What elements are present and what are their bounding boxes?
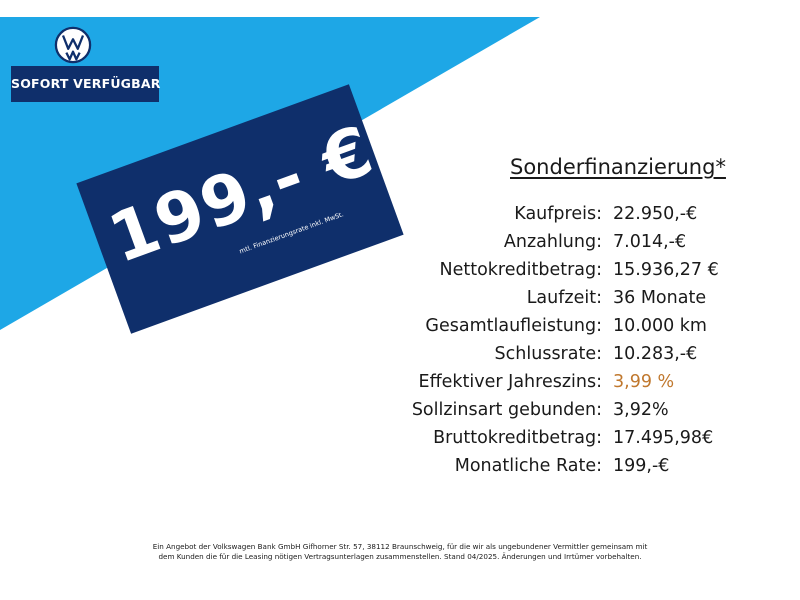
finance-row-monatliche-rate: Monatliche Rate: 199,-€ [380,452,780,480]
finance-row-anzahlung: Anzahlung: 7.014,-€ [380,228,780,256]
footer-line-2: dem Kunden die für die Leasing nötigen V… [158,552,642,561]
availability-badge: SOFORT VERFÜGBAR [11,66,160,102]
legal-footer: Ein Angebot der Volkswagen Bank GmbH Gif… [0,542,800,562]
row-value: 15.936,27 € [613,260,719,280]
row-value: 10.000 km [613,316,707,336]
footer-line-1: Ein Angebot der Volkswagen Bank GmbH Gif… [152,542,648,551]
row-label: Sollzinsart gebunden: [411,400,602,420]
row-value: 36 Monate [613,288,707,308]
row-value: 3,92% [613,400,669,420]
row-label: Kaufpreis: [514,204,602,224]
vw-logo-icon [54,26,92,64]
row-label: Anzahlung: [503,232,602,252]
row-label: Gesamtlaufleistung: [425,316,602,336]
finance-row-sollzinsart: Sollzinsart gebunden: 3,92% [380,396,780,424]
row-label: Monatliche Rate: [454,456,602,476]
row-label: Nettokreditbetrag: [439,260,603,280]
finance-row-nettokreditbetrag: Nettokreditbetrag: 15.936,27 € [380,256,780,284]
row-label: Effektiver Jahreszins: [418,372,602,392]
row-value: 3,99 % [613,372,675,392]
row-value: 7.014,-€ [613,232,687,252]
row-label: Bruttokreditbetrag: [433,428,602,448]
finance-row-gesamtlaufleistung: Gesamtlaufleistung: 10.000 km [380,312,780,340]
row-label: Laufzeit: [526,288,602,308]
row-value: 199,-€ [613,456,670,476]
row-label: Schlussrate: [494,344,602,364]
finance-row-laufzeit: Laufzeit: 36 Monate [380,284,780,312]
finance-title: Sonderfinanzierung* [510,155,726,179]
finance-row-effektiver-jahreszins: Effektiver Jahreszins: 3,99 % [380,368,780,396]
row-value: 22.950,-€ [613,204,698,224]
finance-row-kaufpreis: Kaufpreis: 22.950,-€ [380,200,780,228]
row-value: 17.495,98€ [613,428,714,448]
row-value: 10.283,-€ [613,344,698,364]
finance-row-bruttokreditbetrag: Bruttokreditbetrag: 17.495,98€ [380,424,780,452]
finance-row-schlussrate: Schlussrate: 10.283,-€ [380,340,780,368]
